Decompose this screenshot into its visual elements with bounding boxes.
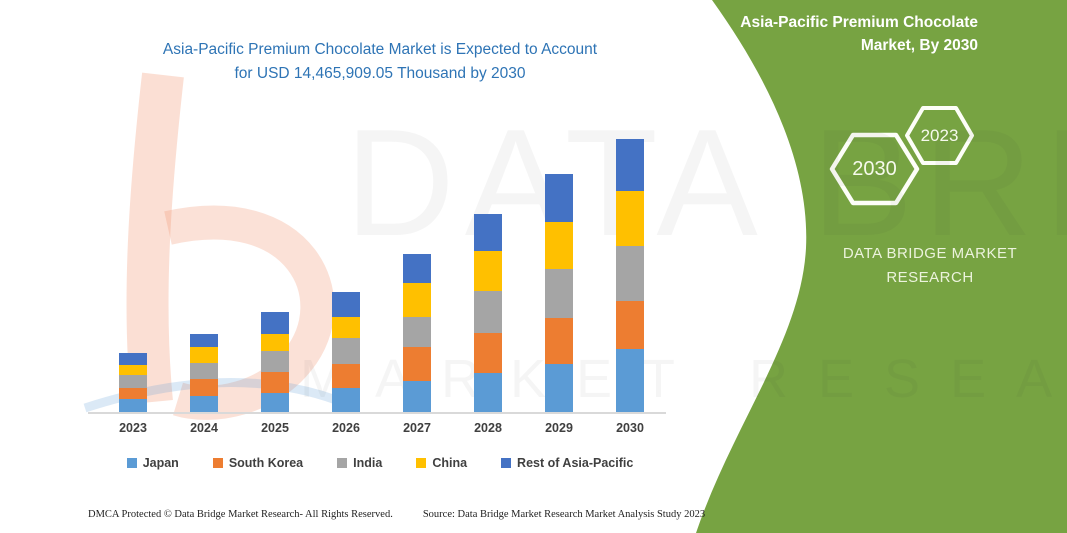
x-axis-label-2028: 2028 [474,421,502,435]
x-axis-label-2025: 2025 [261,421,289,435]
bar-segment-south-korea-2026 [332,364,360,388]
bar-segment-rest-of-asia-pacific-2027 [403,254,431,283]
stacked-bar-2024 [190,334,218,412]
page-title: Asia-Pacific Premium Chocolate Market is… [88,38,672,86]
bar-segment-japan-2024 [190,396,218,412]
bar-segment-south-korea-2025 [261,372,289,393]
legend-label: India [353,456,383,470]
legend-item-rest-of-asia-pacific: Rest of Asia-Pacific [501,456,633,470]
hexagon-2030-outline [829,132,920,206]
bar-segment-south-korea-2027 [403,347,431,381]
legend-label: Japan [142,456,179,470]
legend-label: Rest of Asia-Pacific [517,456,634,470]
brand-name: DATA BRIDGE MARKET RESEARCH [834,242,1026,290]
legend-item-india: India [337,456,382,470]
legend-swatch-icon [416,458,427,468]
stacked-bar-2026 [332,292,360,412]
x-axis-label-2029: 2029 [545,421,573,435]
bar-segment-japan-2023 [119,399,147,412]
bar-segment-south-korea-2029 [545,318,573,364]
plot-area [88,125,666,414]
bar-segment-india-2027 [403,317,431,347]
bar-segment-japan-2030 [616,349,644,412]
bar-segment-rest-of-asia-pacific-2030 [616,139,644,191]
bar-segment-china-2026 [332,317,360,338]
bar-segment-india-2024 [190,363,218,379]
bar-segment-rest-of-asia-pacific-2025 [261,312,289,334]
side-panel-title-line2: Market, By 2030 [860,37,978,55]
bar-segment-india-2030 [616,246,644,301]
bar-segment-south-korea-2024 [190,379,218,396]
bar-segment-japan-2025 [261,393,289,412]
side-panel-title-line1: Asia-Pacific Premium Chocolate [740,14,978,31]
bar-segment-rest-of-asia-pacific-2023 [119,353,147,365]
legend-label: South Korea [228,456,304,470]
legend-label: China [432,456,468,470]
brand-line1: DATA BRIDGE MARKET [842,245,1018,262]
brand-line2: RESEARCH [886,269,974,286]
hexagon-2023-outline [905,106,974,165]
bar-segment-japan-2028 [474,373,502,412]
x-axis-label-2024: 2024 [190,421,218,435]
footer-source-text: Source: Data Bridge Market Research Mark… [422,509,706,520]
x-axis-labels: 2023 2024 2025 2026 2027 2028 2029 2030 [88,421,666,439]
hexagon-2023-label: 2023 [920,125,959,145]
bar-segment-india-2023 [119,375,147,388]
legend-swatch-icon [212,458,223,468]
legend-swatch-icon [501,458,512,468]
stacked-bar-2023 [119,353,147,412]
bar-segment-rest-of-asia-pacific-2026 [332,292,360,317]
stacked-bar-2029 [545,174,573,412]
legend-swatch-icon [337,458,348,468]
bar-segment-south-korea-2028 [474,333,502,373]
hexagon-2030-label: 2030 [852,157,897,180]
x-axis-label-2026: 2026 [332,421,360,435]
bar-segment-china-2028 [474,251,502,291]
bar-segment-china-2025 [261,334,289,351]
bar-segment-india-2028 [474,291,502,333]
bar-segment-japan-2027 [403,381,431,412]
legend-swatch-icon [126,458,137,468]
bar-segment-japan-2029 [545,364,573,412]
footer: DMCA Protected © Data Bridge Market Rese… [88,509,705,520]
bar-segment-china-2030 [616,191,644,246]
x-axis-label-2027: 2027 [403,421,431,435]
page-title-line1: Asia-Pacific Premium Chocolate Market is… [162,41,598,58]
bar-segment-india-2025 [261,351,289,372]
green-wedge-shape [696,0,1067,533]
legend-item-japan: Japan [126,456,179,470]
bar-segment-china-2027 [403,283,431,317]
x-axis-label-2030: 2030 [616,421,644,435]
legend-item-china: China [416,456,467,470]
legend-item-south-korea: South Korea [212,456,304,470]
x-axis-label-2023: 2023 [119,421,147,435]
stacked-bar-2030 [616,139,644,412]
bar-segment-south-korea-2023 [119,388,147,399]
bar-segment-china-2029 [545,222,573,269]
stacked-bar-2025 [261,312,289,412]
legend: Japan South Korea India China Rest of Asia-P… [88,456,672,470]
bar-segment-india-2026 [332,338,360,364]
bar-segment-china-2024 [190,347,218,363]
bar-segment-rest-of-asia-pacific-2024 [190,334,218,347]
bar-segment-rest-of-asia-pacific-2029 [545,174,573,222]
bar-segment-rest-of-asia-pacific-2028 [474,214,502,251]
bar-segment-china-2023 [119,365,147,375]
side-panel-title: Asia-Pacific Premium Chocolate Market, B… [698,11,978,58]
footer-dmca-text: DMCA Protected © Data Bridge Market Rese… [88,509,393,520]
bar-segment-india-2029 [545,269,573,318]
page-title-line2: for USD 14,465,909.05 Thousand by 2030 [234,65,526,83]
stacked-bar-2028 [474,214,502,412]
stacked-bar-2027 [403,254,431,412]
bar-segment-south-korea-2030 [616,301,644,349]
bar-segment-japan-2026 [332,388,360,412]
